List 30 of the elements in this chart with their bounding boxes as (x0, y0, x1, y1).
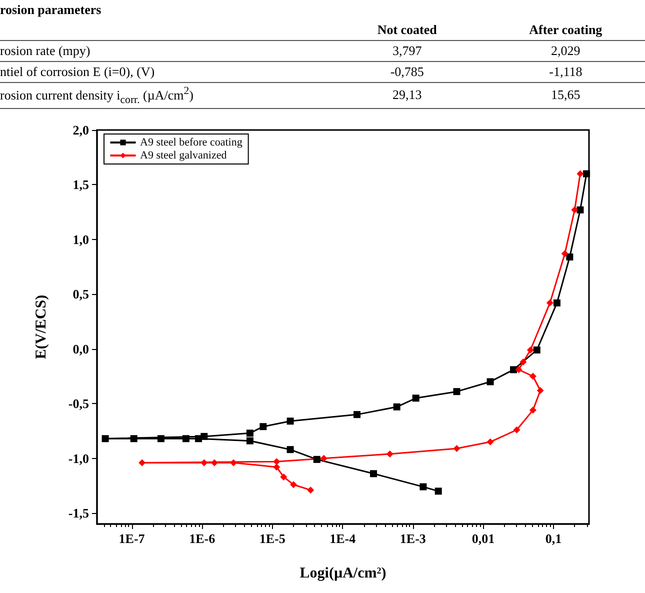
y-tick-label: 1,5 (72, 177, 90, 192)
y-tick-label: -1,0 (68, 450, 89, 466)
y-tick-label: 1,0 (72, 232, 89, 247)
text: -0,785 (328, 62, 486, 82)
text: 3,797 (328, 40, 486, 62)
y-tick-label: 0,5 (72, 286, 90, 302)
text: rosion current density i$_{corr.}$ (µA/cm$^{2}$) (0, 82, 328, 108)
text: -1,118 (486, 62, 645, 82)
text: 15,65 (486, 82, 645, 108)
text: 29,13 (328, 82, 486, 108)
x-tick-label: 1E-6 (189, 531, 216, 546)
y-tick-label: 2,0 (72, 122, 89, 138)
text: 2,029 (486, 40, 645, 62)
x-tick-label: 1E-5 (259, 531, 286, 546)
text: ntiel of corrosion E (i=0), (V) (0, 62, 328, 82)
x-tick-label: 0,1 (545, 531, 562, 546)
y-axis-title: E(V/ECS) (34, 294, 50, 360)
y-tick-label: 0,0 (72, 341, 89, 356)
y-tick-label: -0,5 (68, 396, 90, 412)
x-tick-label: 1E-7 (118, 531, 146, 546)
x-tick-label: 1E-4 (330, 531, 356, 546)
x-tick-label: 1E-3 (400, 531, 426, 546)
text: rosion parameters (0, 1, 102, 19)
x-tick-label: 0,01 (472, 531, 495, 546)
legend-label: A9 steel before coating (140, 136, 243, 148)
y-tick-label: -1,5 (68, 506, 90, 521)
text: Not coated (328, 20, 486, 40)
legend-label: A9 steel galvanized (140, 150, 228, 162)
text: After coating (486, 20, 645, 40)
text: rosion rate (mpy) (0, 40, 328, 62)
